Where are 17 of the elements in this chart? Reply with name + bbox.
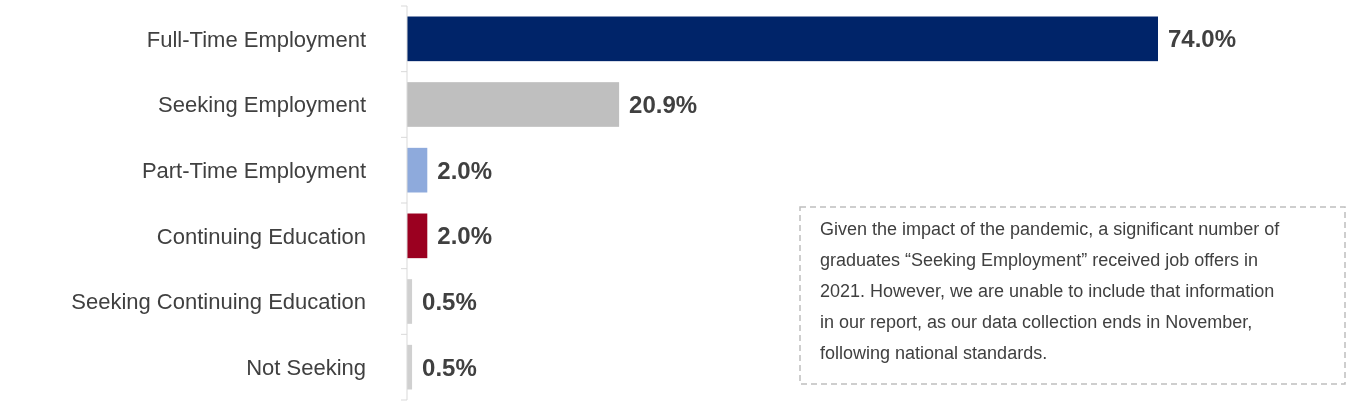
bar	[407, 82, 620, 127]
y-tick-label: Part-Time Employment	[141, 157, 366, 183]
annotation: Given the impact of the pandemic, a significant number of graduates “Seeking Employment” received job offers in 2021. However, we are unable to include that information in our report, as our data collection ends in November, following national standards.	[820, 219, 1281, 363]
data-label: 20.9%	[629, 90, 698, 118]
y-tick-label: Full-Time Employment	[146, 26, 366, 52]
y-tick-label: Continuing Education	[156, 223, 366, 249]
data-label: 0.5%	[422, 287, 477, 315]
y-tick-label: Seeking Continuing Education	[71, 289, 366, 315]
data-label: 74.0%	[1168, 25, 1237, 53]
y-tick-label: Not Seeking	[246, 354, 366, 380]
bar	[407, 147, 428, 193]
y-tick-label: Seeking Employment	[158, 92, 366, 118]
bar	[407, 213, 428, 259]
data-label: 2.0%	[437, 156, 492, 184]
data-label: 2.0%	[437, 222, 492, 250]
data-label: 0.5%	[422, 353, 477, 381]
bar	[407, 16, 1158, 62]
